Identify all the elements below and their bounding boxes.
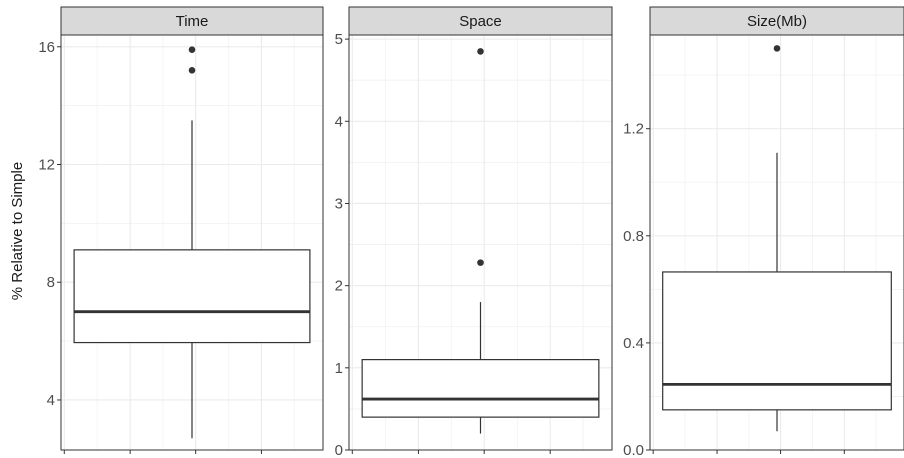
y-tick-label: 0.0 (623, 442, 644, 458)
box-iqr (73, 249, 311, 344)
y-tick-label: 2 (335, 278, 343, 295)
outlier-point (477, 259, 484, 266)
facet-title: Time (176, 13, 209, 30)
y-tick-label: 0.4 (623, 335, 644, 352)
y-tick-label: 16 (38, 39, 55, 56)
panel-border (649, 34, 904, 451)
y-tick-label: 4 (335, 113, 343, 130)
y-tick-label: 3 (335, 195, 343, 212)
facet-title: Size(Mb) (747, 13, 807, 30)
y-tick-label: 5 (335, 31, 343, 48)
facet-title: Space (459, 13, 502, 30)
outlier-point (477, 48, 484, 55)
box-iqr (361, 359, 600, 418)
panel-border (348, 34, 613, 451)
y-tick-label: 12 (38, 157, 55, 174)
y-tick-label: 8 (47, 274, 55, 291)
y-tick-label: 1 (335, 360, 343, 377)
y-tick-label: 0 (335, 442, 343, 458)
outlier-point (188, 67, 196, 74)
box-iqr (662, 271, 892, 411)
panel-border (60, 34, 324, 451)
y-tick-label: 0.8 (623, 228, 644, 245)
y-tick-label: 1.2 (623, 121, 644, 138)
facet-strip (60, 6, 324, 36)
outlier-point (773, 45, 781, 52)
outlier-point (188, 46, 196, 54)
y-tick-label: 4 (47, 392, 55, 409)
y-axis-title: % Relative to Simple (9, 162, 26, 300)
